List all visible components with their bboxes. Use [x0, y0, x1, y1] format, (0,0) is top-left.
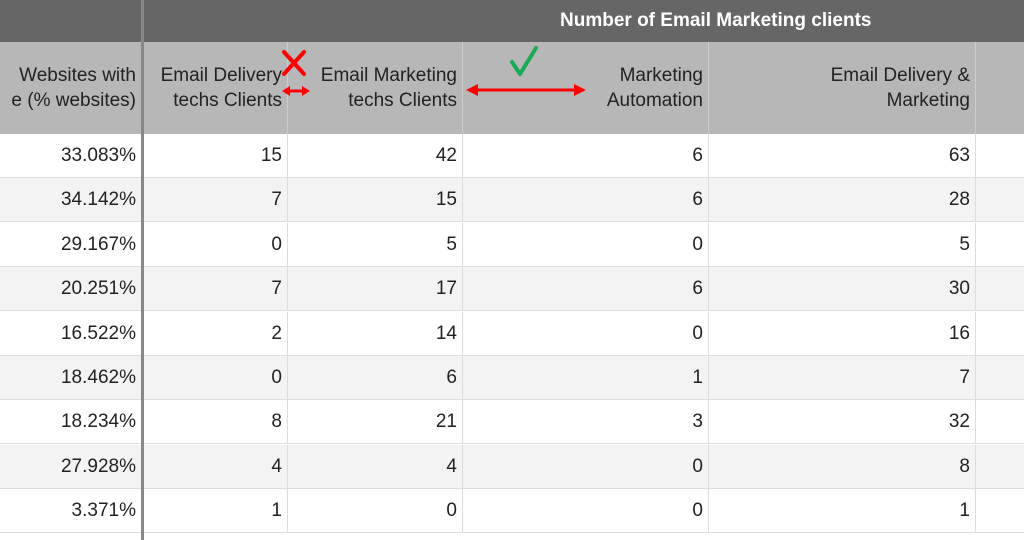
cell-delivery[interactable]: 7: [144, 178, 288, 223]
cell-delivery-marketing[interactable]: 5: [709, 222, 976, 267]
cell-empty[interactable]: [976, 489, 1024, 533]
cell-delivery-marketing[interactable]: 7: [709, 356, 976, 400]
cell-delivery[interactable]: 7: [144, 267, 288, 312]
cell-pct[interactable]: 18.234%: [0, 400, 142, 445]
cell-automation[interactable]: 6: [463, 178, 709, 223]
column-header-label: Email Marketing techs Clients: [320, 65, 457, 111]
column-header-delivery-marketing[interactable]: Email Delivery & Marketing: [709, 42, 976, 134]
table-row: 16.522% 2 14 0 16: [0, 311, 1024, 356]
cell-empty[interactable]: [976, 312, 1024, 356]
column-header-delivery[interactable]: Email Delivery techs Clients: [144, 42, 288, 134]
cell-automation[interactable]: 6: [463, 134, 709, 178]
cell-automation[interactable]: 3: [463, 400, 709, 445]
table-row: 29.167% 0 5 0 5: [0, 222, 1024, 267]
cell-marketing[interactable]: 15: [288, 178, 463, 223]
cell-marketing[interactable]: 42: [288, 134, 463, 178]
cell-marketing[interactable]: 17: [288, 267, 463, 312]
column-header-label: Websites with e (% websites): [11, 65, 136, 111]
cell-marketing[interactable]: 5: [288, 222, 463, 267]
cell-delivery[interactable]: 0: [144, 356, 288, 400]
cell-delivery-marketing[interactable]: 63: [709, 134, 976, 178]
cell-delivery[interactable]: 15: [144, 134, 288, 178]
cell-empty[interactable]: [976, 445, 1024, 489]
cell-pct[interactable]: 18.462%: [0, 356, 142, 400]
cross-icon: [282, 50, 306, 76]
column-header-label: Marketing Automation: [606, 65, 703, 111]
cell-empty[interactable]: [976, 178, 1024, 222]
table-row: 27.928% 4 4 0 8: [0, 444, 1024, 489]
cell-empty[interactable]: [976, 267, 1024, 311]
cell-empty[interactable]: [976, 400, 1024, 444]
short-double-arrow-icon: [282, 86, 310, 96]
cell-delivery[interactable]: 8: [144, 400, 288, 445]
cell-pct[interactable]: 3.371%: [0, 489, 142, 534]
cell-automation[interactable]: 6: [463, 267, 709, 312]
cell-pct[interactable]: 27.928%: [0, 444, 142, 489]
column-header-label: Email Delivery & Marketing: [830, 65, 970, 111]
cell-automation[interactable]: 0: [463, 222, 709, 267]
annotation-overlay: [282, 46, 586, 96]
freeze-divider[interactable]: [141, 0, 144, 540]
table-row: 3.371% 1 0 0 1: [0, 489, 1024, 534]
cell-empty[interactable]: [976, 223, 1024, 267]
cell-marketing[interactable]: 0: [288, 489, 463, 534]
header-bar: [0, 0, 1024, 42]
column-header-next[interactable]: [976, 42, 1024, 134]
cell-delivery[interactable]: 0: [144, 222, 288, 267]
cell-automation[interactable]: 0: [463, 489, 709, 534]
column-header-row: Websites with e (% websites) Email Deliv…: [0, 42, 1024, 134]
cell-delivery[interactable]: 2: [144, 311, 288, 356]
check-icon: [510, 46, 538, 76]
cell-automation[interactable]: 0: [463, 444, 709, 489]
cell-pct[interactable]: 33.083%: [0, 134, 142, 178]
cell-marketing[interactable]: 21: [288, 400, 463, 445]
cell-delivery[interactable]: 4: [144, 444, 288, 489]
cell-empty[interactable]: [976, 134, 1024, 178]
cell-pct[interactable]: 29.167%: [0, 222, 142, 267]
table-row: 18.462% 0 6 1 7: [0, 356, 1024, 400]
table-row: 34.142% 7 15 6 28: [0, 178, 1024, 223]
cell-delivery[interactable]: 1: [144, 489, 288, 534]
long-double-arrow-icon: [466, 84, 586, 96]
cell-delivery-marketing[interactable]: 1: [709, 489, 976, 534]
cell-delivery-marketing[interactable]: 28: [709, 178, 976, 223]
group-header-label: Number of Email Marketing clients: [560, 10, 872, 31]
cell-automation[interactable]: 1: [463, 356, 709, 400]
cell-delivery-marketing[interactable]: 8: [709, 444, 976, 489]
cell-delivery-marketing[interactable]: 30: [709, 267, 976, 312]
cell-delivery-marketing[interactable]: 16: [709, 311, 976, 356]
cell-automation[interactable]: 0: [463, 311, 709, 356]
column-header-automation[interactable]: Marketing Automation: [463, 42, 709, 134]
cell-empty[interactable]: [976, 356, 1024, 400]
table-row: 33.083% 15 42 6 63: [0, 134, 1024, 178]
column-header-label: Email Delivery techs Clients: [160, 65, 282, 111]
cell-marketing[interactable]: 14: [288, 311, 463, 356]
cell-pct[interactable]: 34.142%: [0, 178, 142, 223]
table-row: 20.251% 7 17 6 30: [0, 267, 1024, 312]
cell-delivery-marketing[interactable]: 32: [709, 400, 976, 445]
header-bar-left: [0, 0, 142, 42]
cell-pct[interactable]: 20.251%: [0, 267, 142, 312]
column-header-pct[interactable]: Websites with e (% websites): [0, 42, 142, 134]
table-row: 18.234% 8 21 3 32: [0, 400, 1024, 445]
column-header-marketing[interactable]: Email Marketing techs Clients: [288, 42, 463, 134]
group-header: Number of Email Marketing clients: [144, 0, 1024, 42]
cell-marketing[interactable]: 4: [288, 444, 463, 489]
cell-marketing[interactable]: 6: [288, 356, 463, 400]
cell-pct[interactable]: 16.522%: [0, 311, 142, 356]
